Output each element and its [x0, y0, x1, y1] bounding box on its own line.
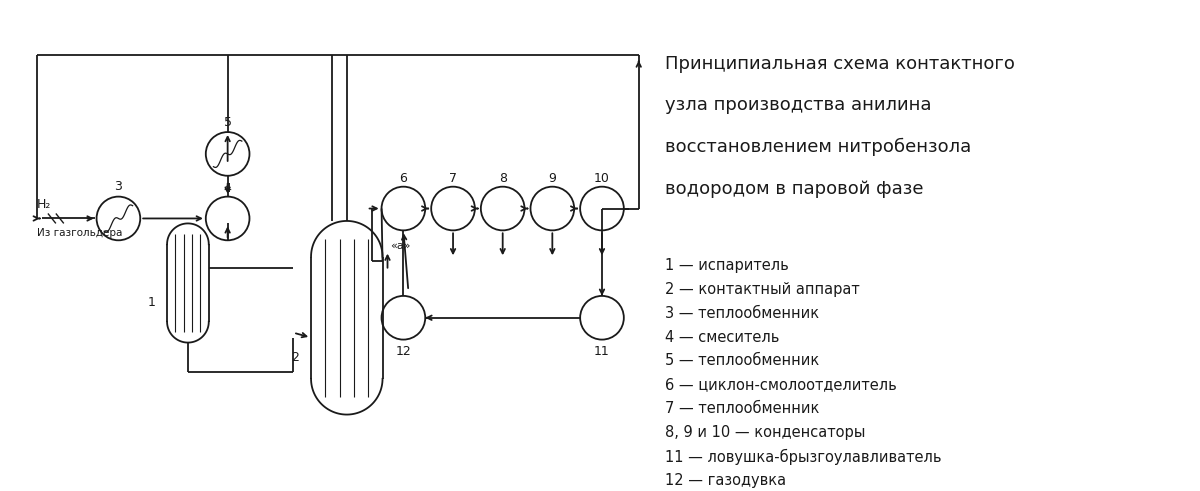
Text: 2: 2	[292, 351, 299, 364]
Text: 1: 1	[148, 297, 155, 309]
Text: 4: 4	[223, 182, 232, 195]
Text: 12: 12	[396, 345, 412, 358]
Text: водородом в паровой фазе: водородом в паровой фазе	[665, 180, 923, 198]
Text: узла производства анилина: узла производства анилина	[665, 96, 931, 114]
Text: 5 — теплообменник: 5 — теплообменник	[665, 354, 818, 369]
Text: 2 — контактный аппарат: 2 — контактный аппарат	[665, 282, 859, 297]
Text: 5: 5	[223, 116, 232, 129]
Text: Из газгольдера: Из газгольдера	[37, 228, 122, 238]
Text: 3 — теплообменник: 3 — теплообменник	[665, 306, 818, 321]
Text: 8, 9 и 10 — конденсаторы: 8, 9 и 10 — конденсаторы	[665, 425, 865, 440]
Text: 6: 6	[400, 172, 407, 185]
Text: 6 — циклон-смолоотделитель: 6 — циклон-смолоотделитель	[665, 377, 896, 392]
Text: 3: 3	[114, 180, 122, 193]
Text: Принципиальная схема контактного: Принципиальная схема контактного	[665, 55, 1014, 73]
Text: 8: 8	[499, 172, 506, 185]
Text: восстановлением нитробензола: восстановлением нитробензола	[665, 138, 971, 156]
Text: H₂: H₂	[37, 198, 52, 211]
Text: 11 — ловушка-брызгоулавливатель: 11 — ловушка-брызгоулавливатель	[665, 449, 941, 465]
Text: 9: 9	[548, 172, 557, 185]
Text: «а»: «а»	[390, 241, 410, 251]
Text: 7 — теплообменник: 7 — теплообменник	[665, 401, 818, 416]
Text: 10: 10	[594, 172, 610, 185]
Text: 12 — газодувка: 12 — газодувка	[665, 473, 786, 488]
Text: 7: 7	[449, 172, 457, 185]
Text: 4 — смеситель: 4 — смеситель	[665, 329, 779, 345]
Text: 11: 11	[594, 345, 610, 358]
Text: 1 — испаритель: 1 — испаритель	[665, 258, 788, 273]
